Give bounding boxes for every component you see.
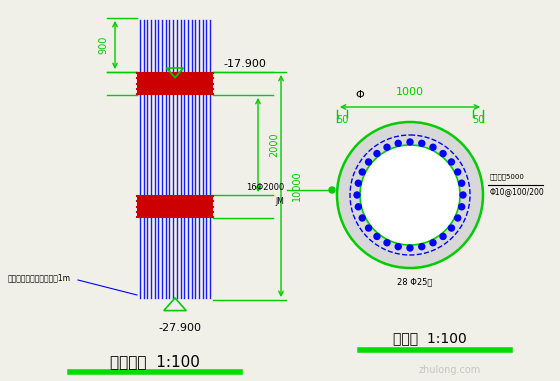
Circle shape <box>384 144 390 150</box>
Text: 2000: 2000 <box>269 133 279 157</box>
Circle shape <box>384 240 390 246</box>
Text: 50: 50 <box>472 115 484 125</box>
Circle shape <box>366 225 372 231</box>
Circle shape <box>460 192 466 198</box>
Circle shape <box>356 180 361 186</box>
Text: zhulong.com: zhulong.com <box>419 365 481 375</box>
Circle shape <box>440 150 446 157</box>
Circle shape <box>440 234 446 239</box>
Circle shape <box>455 215 461 221</box>
Circle shape <box>455 169 461 175</box>
Text: -17.900: -17.900 <box>223 59 266 69</box>
Circle shape <box>395 140 401 146</box>
Circle shape <box>329 187 335 193</box>
Text: 桩截面  1:100: 桩截面 1:100 <box>393 331 467 345</box>
Text: JM: JM <box>275 197 284 205</box>
Circle shape <box>360 169 365 175</box>
Bar <box>137 195 213 218</box>
Text: 50: 50 <box>336 115 348 125</box>
Text: 1000: 1000 <box>396 87 424 97</box>
Circle shape <box>374 234 380 239</box>
Bar <box>137 72 213 95</box>
Circle shape <box>360 215 365 221</box>
Text: 桩底必须嵌岩伸入中风化1m: 桩底必须嵌岩伸入中风化1m <box>8 274 71 282</box>
Circle shape <box>374 150 380 157</box>
Circle shape <box>356 204 361 210</box>
Circle shape <box>354 192 360 198</box>
Circle shape <box>459 180 465 186</box>
Circle shape <box>360 145 460 245</box>
Circle shape <box>337 122 483 268</box>
Circle shape <box>449 225 454 231</box>
Circle shape <box>407 245 413 251</box>
Circle shape <box>366 159 372 165</box>
Circle shape <box>395 244 401 250</box>
Circle shape <box>430 144 436 150</box>
Text: -27.900: -27.900 <box>158 323 202 333</box>
Text: 10000: 10000 <box>292 171 302 201</box>
Text: Φ: Φ <box>356 90 365 100</box>
Circle shape <box>430 240 436 246</box>
Text: 28 Φ25筋: 28 Φ25筋 <box>397 277 433 287</box>
Circle shape <box>449 159 454 165</box>
Circle shape <box>459 204 465 210</box>
Circle shape <box>407 139 413 145</box>
Text: Φ10@100/200: Φ10@100/200 <box>490 187 545 197</box>
Circle shape <box>419 140 425 146</box>
Text: 桩立面图  1:100: 桩立面图 1:100 <box>110 354 200 370</box>
Text: 锚固长度5000: 锚固长度5000 <box>490 174 525 180</box>
Text: 16Φ2000: 16Φ2000 <box>246 182 284 192</box>
Circle shape <box>419 244 425 250</box>
Text: 900: 900 <box>98 36 108 54</box>
